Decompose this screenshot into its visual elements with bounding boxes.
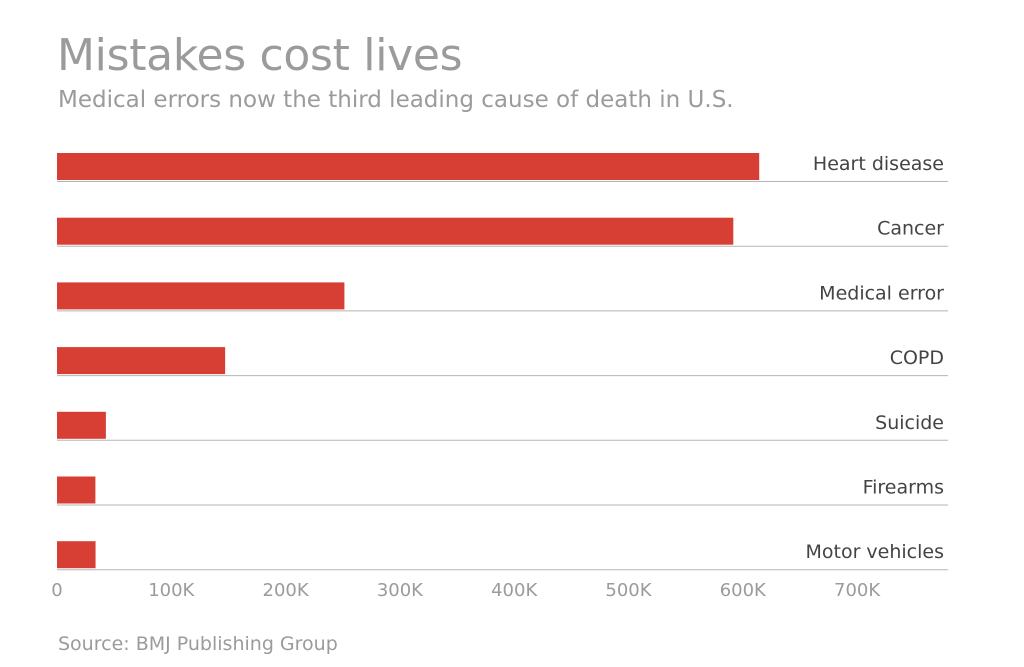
category-label: Motor vehicles (805, 541, 944, 563)
category-label: COPD (890, 347, 944, 369)
x-tick-label: 0 (51, 580, 62, 601)
category-label: Medical error (819, 282, 944, 304)
bar-firearms (57, 476, 96, 504)
x-tick-label: 100K (148, 580, 195, 601)
x-tick-label: 200K (263, 580, 310, 601)
chart-title: Mistakes cost lives (57, 30, 463, 81)
chart-subtitle: Medical errors now the third leading cau… (58, 87, 734, 113)
x-tick-label: 600K (720, 580, 767, 601)
category-label: Suicide (875, 412, 944, 434)
category-label: Cancer (877, 218, 944, 240)
bar-motor-vehicles (57, 541, 96, 569)
bar-medical-error (57, 282, 345, 310)
category-label: Firearms (863, 477, 944, 499)
x-tick-label: 500K (605, 580, 652, 601)
bar-copd (57, 347, 226, 375)
x-tick-label: 700K (834, 580, 881, 601)
bar-cancer (57, 217, 734, 245)
x-tick-label: 400K (491, 580, 538, 601)
x-tick-label: 300K (377, 580, 424, 601)
bar-heart-disease (57, 153, 760, 180)
bar-suicide (57, 411, 106, 439)
category-label: Heart disease (813, 153, 944, 175)
source-note: Source: BMJ Publishing Group (58, 633, 338, 655)
